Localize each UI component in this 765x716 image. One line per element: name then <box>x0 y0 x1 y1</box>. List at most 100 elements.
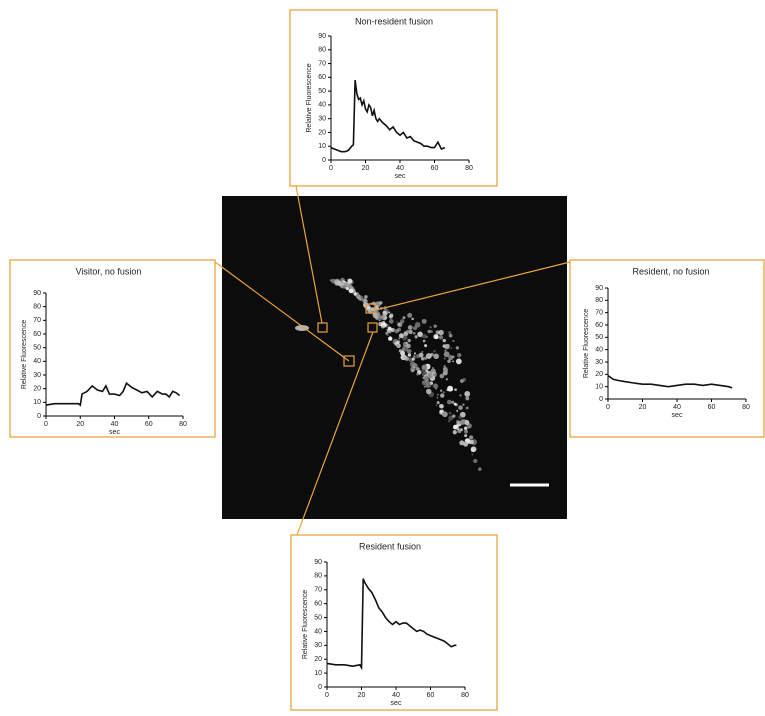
spot <box>473 458 478 464</box>
y-tick-label: 50 <box>318 88 326 95</box>
spot <box>458 415 463 420</box>
spot <box>464 391 471 397</box>
spot <box>422 339 426 343</box>
spot <box>433 349 436 353</box>
spot <box>396 321 398 323</box>
spot <box>416 367 420 371</box>
spot <box>439 373 445 379</box>
spot <box>353 292 358 296</box>
spot <box>455 346 459 350</box>
spot <box>469 435 474 440</box>
y-tick-label: 10 <box>318 143 326 150</box>
spot <box>406 329 410 334</box>
x-tick-label: 80 <box>465 165 473 172</box>
chart-title: Resident fusion <box>359 541 421 551</box>
spot <box>442 366 448 372</box>
x-tick-label: 60 <box>427 692 435 699</box>
spot <box>349 283 352 287</box>
y-tick-label: 20 <box>314 656 322 663</box>
chart-panel: Visitor, no fusion 0 10 20 30 40 50 60 70 80 90 0 20… <box>9 259 216 438</box>
spot <box>443 351 450 358</box>
spot <box>387 326 392 331</box>
spot <box>348 288 354 294</box>
spot <box>456 427 460 431</box>
spot <box>452 360 454 363</box>
spot <box>352 292 355 294</box>
spot <box>421 318 427 324</box>
spot <box>415 354 421 359</box>
spot <box>421 350 424 353</box>
y-tick-label: 10 <box>33 399 41 406</box>
x-tick-label: 0 <box>329 165 333 172</box>
spot <box>446 399 452 405</box>
spot <box>379 301 383 305</box>
spot <box>440 393 445 398</box>
spot <box>425 382 432 388</box>
chart-title: Non-resident fusion <box>355 16 433 26</box>
y-tick-label: 60 <box>318 74 326 81</box>
y-tick-label: 90 <box>33 290 41 297</box>
y-tick-label: 80 <box>595 297 603 304</box>
spot <box>452 414 456 418</box>
spot <box>448 333 453 338</box>
y-tick-label: 50 <box>33 345 41 352</box>
x-tick-label: 20 <box>362 165 370 172</box>
spot <box>402 354 408 360</box>
leader-lines <box>214 185 571 536</box>
spot <box>442 391 445 394</box>
spot <box>414 335 418 339</box>
spot <box>344 282 348 286</box>
x-tick-label: 40 <box>111 421 119 428</box>
spot <box>447 420 451 423</box>
spot <box>421 335 423 338</box>
y-tick-label: 70 <box>595 310 603 317</box>
spot <box>469 439 474 445</box>
spot <box>459 394 462 397</box>
x-tick-label: 0 <box>606 404 610 411</box>
spot <box>464 429 468 434</box>
spot <box>413 354 416 357</box>
spot <box>431 366 434 370</box>
y-tick-label: 20 <box>33 386 41 393</box>
y-tick-label: 60 <box>595 322 603 329</box>
spot <box>463 426 468 430</box>
micrograph <box>222 196 567 519</box>
spot <box>407 338 411 343</box>
spot <box>388 330 392 334</box>
spot <box>399 319 405 324</box>
spot <box>364 295 368 299</box>
spot <box>464 419 470 426</box>
x-tick-label: 60 <box>708 404 716 411</box>
spot <box>430 330 433 333</box>
spot <box>406 349 412 354</box>
y-axis-label: Relative Fluorescence <box>21 320 28 389</box>
y-tick-label: 70 <box>33 317 41 324</box>
y-tick-label: 30 <box>318 116 326 123</box>
spot <box>436 393 439 396</box>
spot <box>434 335 439 339</box>
spot <box>402 341 408 347</box>
y-tick-label: 90 <box>314 559 322 566</box>
y-tick-label: 80 <box>314 573 322 580</box>
spot <box>398 337 401 340</box>
spot <box>438 335 444 340</box>
spot <box>478 467 482 471</box>
spot <box>425 353 432 359</box>
spot <box>462 441 469 447</box>
spot <box>455 358 462 365</box>
spot <box>452 430 457 435</box>
spot <box>414 352 417 355</box>
spot <box>439 409 442 413</box>
chart-title: Resident, no fusion <box>632 266 709 276</box>
spot <box>422 371 428 378</box>
x-tick-label: 20 <box>639 404 647 411</box>
x-tick-label: 40 <box>396 165 404 172</box>
spot <box>450 347 453 350</box>
x-tick-label: 0 <box>325 692 329 699</box>
y-tick-label: 70 <box>318 60 326 67</box>
cell-image <box>295 277 482 471</box>
y-tick-label: 50 <box>314 614 322 621</box>
panel-border <box>290 534 498 711</box>
y-tick-label: 30 <box>595 359 603 366</box>
spot <box>423 356 428 360</box>
